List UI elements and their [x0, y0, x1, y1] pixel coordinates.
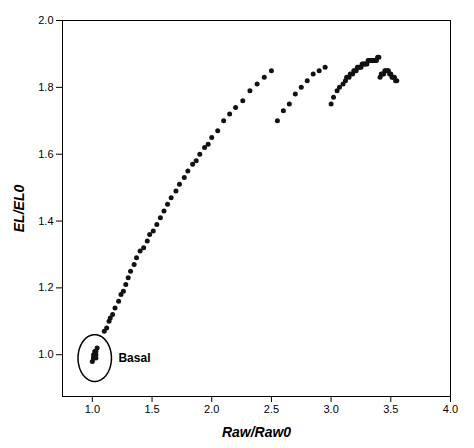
svg-text:1.6: 1.6 — [38, 148, 53, 160]
svg-text:2.0: 2.0 — [204, 403, 219, 415]
svg-text:2.0: 2.0 — [38, 14, 53, 26]
svg-text:1.5: 1.5 — [144, 403, 159, 415]
svg-text:1.8: 1.8 — [38, 81, 53, 93]
svg-text:2.5: 2.5 — [264, 403, 279, 415]
svg-text:Raw/Raw0: Raw/Raw0 — [222, 424, 291, 440]
svg-text:1.4: 1.4 — [38, 215, 53, 227]
svg-text:1.2: 1.2 — [38, 281, 53, 293]
svg-text:3.0: 3.0 — [323, 403, 338, 415]
svg-text:4.0: 4.0 — [443, 403, 458, 415]
svg-text:Basal: Basal — [118, 351, 150, 365]
svg-text:1.0: 1.0 — [38, 348, 53, 360]
svg-text:3.5: 3.5 — [383, 403, 398, 415]
svg-text:EL/EL0: EL/EL0 — [11, 185, 27, 233]
svg-text:1.0: 1.0 — [85, 403, 100, 415]
